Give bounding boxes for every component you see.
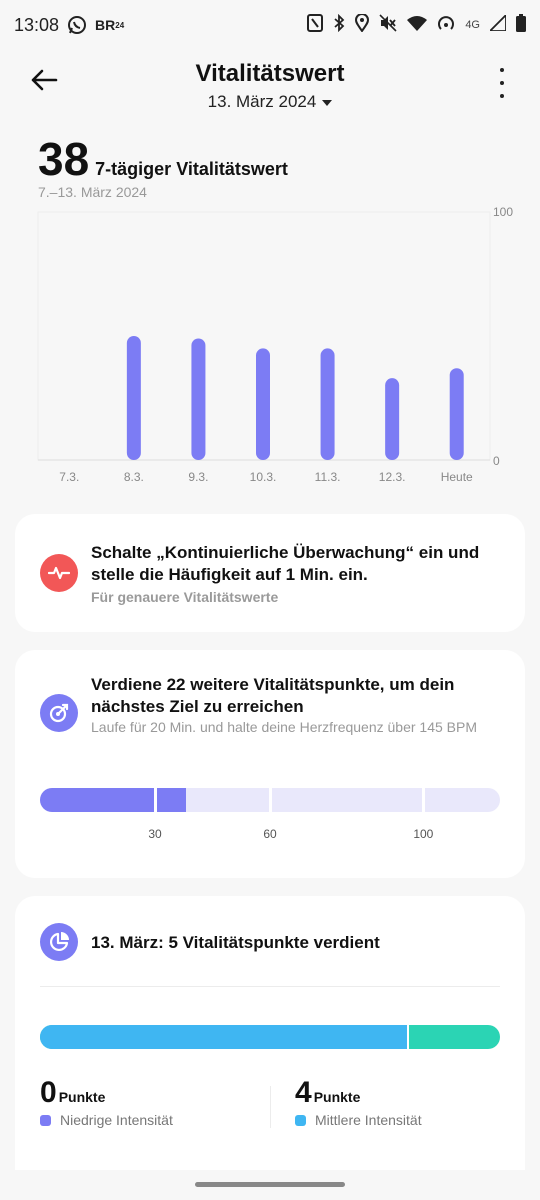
medium-intensity-points: 4: [295, 1076, 312, 1109]
network-type: 4G: [465, 19, 480, 31]
intensity-bar-separator: [407, 1025, 409, 1049]
chart-bar: [320, 348, 335, 460]
x-tick-label: 7.3.: [59, 470, 79, 484]
legend-dot-medium: [295, 1114, 306, 1126]
target-arrow-icon: [40, 694, 78, 732]
battery-icon: [516, 13, 526, 37]
monitoring-tip-subtitle: Für genauere Vitalitätswerte: [91, 589, 279, 605]
status-bar: 13:08 BR 24 4G: [0, 0, 540, 50]
low-intensity-label: Niedrige Intensität: [60, 1112, 173, 1128]
legend-dot-low: [40, 1114, 51, 1126]
divider: [40, 986, 500, 987]
br24-icon: BR 24: [95, 17, 124, 33]
more-options-button[interactable]: [490, 68, 514, 98]
chart-bar: [256, 348, 270, 460]
wifi-icon: [407, 15, 428, 36]
progress-milestone-label: 30: [148, 827, 162, 841]
whatsapp-icon: [67, 15, 87, 35]
intensity-bar: [40, 1025, 500, 1049]
score-label: 7-tägiger Vitalitätswert: [95, 159, 288, 179]
intensity-bar-low: [40, 1025, 408, 1049]
bluetooth-icon: [333, 13, 345, 37]
more-dot: [500, 94, 504, 98]
arrow-left-icon: [31, 69, 58, 91]
next-goal-subtitle: Laufe für 20 Min. und halte deine Herzfr…: [91, 719, 478, 735]
points-earned-title: 13. März: 5 Vitalitätspunkte verdient: [91, 933, 380, 952]
home-indicator[interactable]: [195, 1182, 345, 1187]
status-time: 13:08: [14, 14, 60, 35]
mute-icon: [379, 13, 397, 37]
y-tick-label: 0: [493, 454, 500, 468]
chart-bar: [385, 378, 400, 460]
br-label: BR: [95, 17, 116, 33]
low-intensity-points: 0: [40, 1076, 57, 1109]
monitoring-tip-title: Schalte „Kontinuierliche Überwachung“ ei…: [91, 543, 480, 584]
caret-down-icon: [322, 99, 333, 106]
signal-icon: [487, 12, 507, 36]
chart-bar: [191, 338, 206, 460]
location-icon: [355, 12, 370, 37]
more-dot: [500, 81, 504, 85]
vitality-score: 38 7-tägiger Vitalitätswert: [38, 132, 288, 186]
heartbeat-icon: [40, 554, 78, 592]
goal-progress-bar: [40, 788, 500, 812]
nfc-icon: [307, 13, 324, 37]
hotspot-icon: [437, 14, 455, 37]
back-button[interactable]: [26, 62, 62, 98]
low-intensity-stat: 0 Punkte Niedrige Intensität: [40, 1076, 173, 1128]
next-goal-card: Verdiene 22 weitere Vitalitätspunkte, um…: [15, 650, 525, 878]
y-tick-label: 100: [493, 205, 513, 219]
monitoring-tip-card[interactable]: Schalte „Kontinuierliche Überwachung“ ei…: [15, 514, 525, 632]
date-label: 13. März 2024: [207, 92, 317, 111]
next-goal-title: Verdiene 22 weitere Vitalitätspunkte, um…: [91, 675, 455, 716]
goal-progress-fill: [40, 788, 186, 812]
pie-chart-icon: [40, 923, 78, 961]
stat-divider: [270, 1086, 271, 1128]
chart-bar: [126, 336, 141, 460]
app-header: Vitalitätswert 13. März 2024: [0, 56, 540, 120]
x-tick-label: 10.3.: [250, 470, 277, 484]
br-sup: 24: [115, 20, 125, 30]
medium-intensity-unit: Punkte: [313, 1089, 361, 1105]
x-tick-label: 12.3.: [379, 470, 406, 484]
page-title: Vitalitätswert: [195, 60, 345, 87]
progress-milestone-marker: [153, 788, 157, 812]
x-tick-label: 9.3.: [188, 470, 208, 484]
score-value: 38: [38, 133, 90, 185]
progress-milestone-label: 100: [413, 827, 434, 841]
x-tick-label: 8.3.: [124, 470, 144, 484]
progress-milestone-marker: [268, 788, 272, 812]
progress-milestone-marker: [421, 788, 425, 812]
more-dot: [500, 68, 504, 72]
progress-milestone-label: 60: [263, 827, 277, 841]
chart-bar: [449, 368, 464, 460]
x-tick-label: 11.3.: [315, 470, 341, 484]
vitality-bar-chart: 7.3. 8.3. 9.3. 10.3. 11.3. 12.3. Heute 100 0: [37, 205, 513, 484]
x-tick-label: Heute: [441, 470, 473, 484]
medium-intensity-label: Mittlere Intensität: [315, 1112, 422, 1128]
date-selector[interactable]: 13. März 2024: [0, 92, 540, 112]
medium-intensity-stat: 4 Punkte Mittlere Intensität: [295, 1076, 422, 1128]
score-date-range: 7.–13. März 2024: [38, 184, 147, 200]
low-intensity-unit: Punkte: [58, 1089, 106, 1105]
